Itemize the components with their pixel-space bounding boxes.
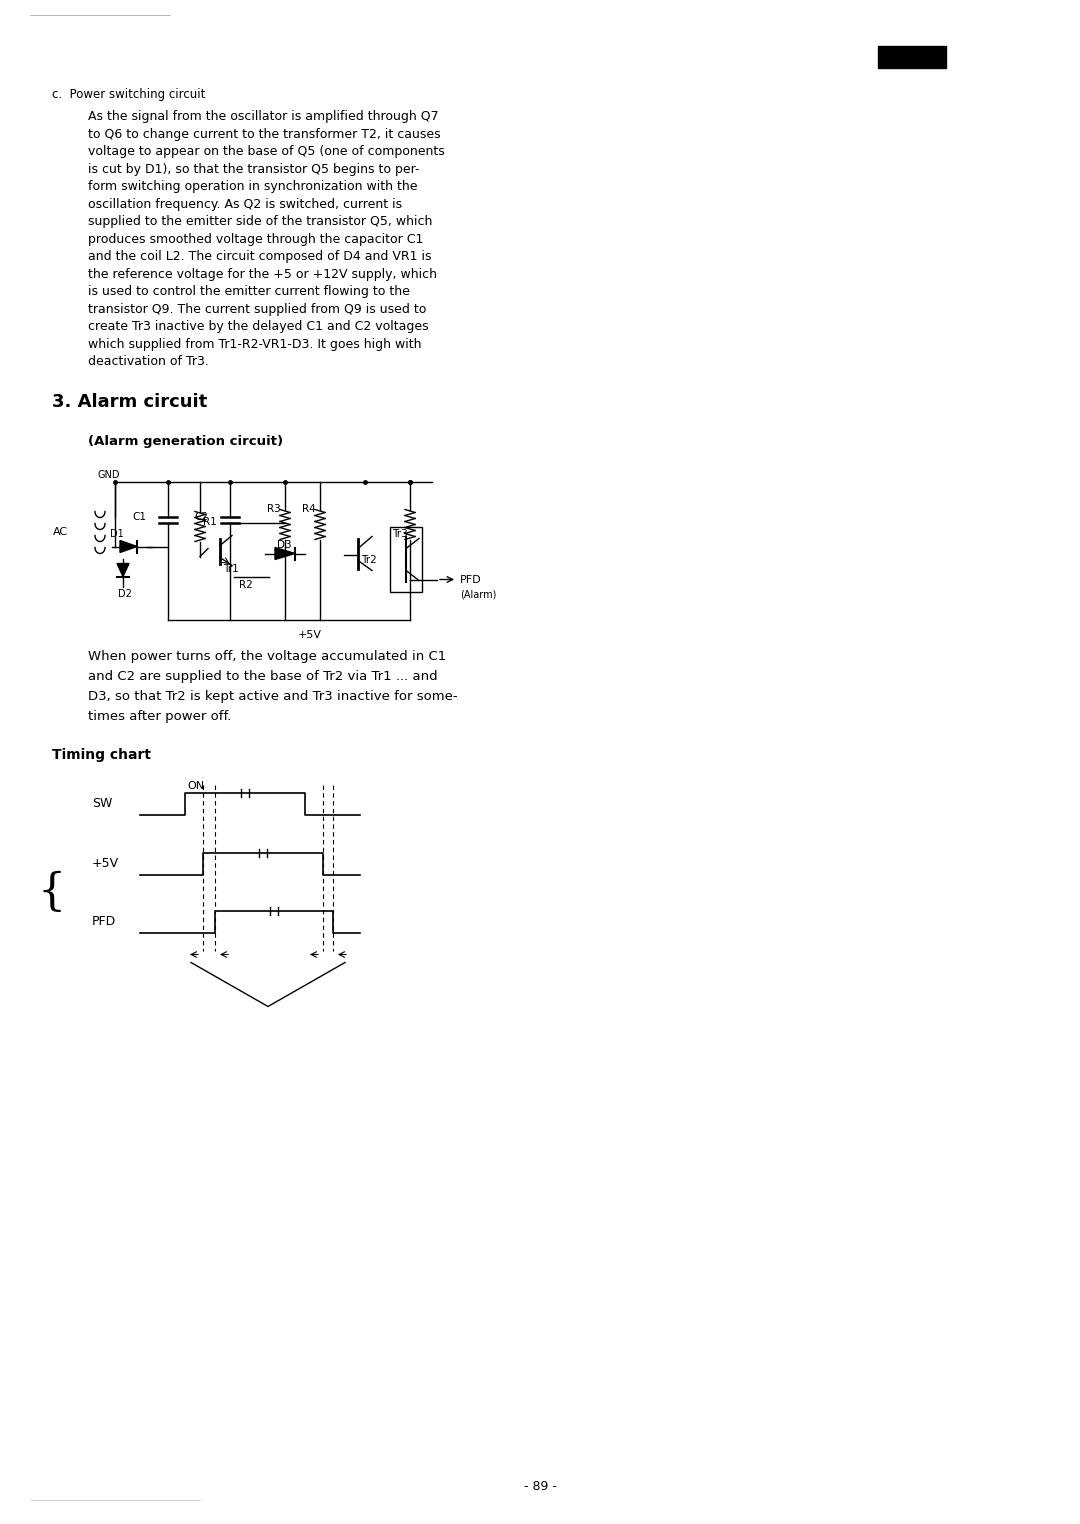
Text: create Tr3 inactive by the delayed C1 and C2 voltages: create Tr3 inactive by the delayed C1 an…: [87, 320, 429, 334]
Text: Tr3: Tr3: [392, 529, 408, 538]
Text: Timing chart: Timing chart: [52, 747, 151, 762]
Text: R4: R4: [302, 503, 315, 514]
Text: +5V: +5V: [92, 856, 119, 870]
Text: transistor Q9. The current supplied from Q9 is used to: transistor Q9. The current supplied from…: [87, 302, 427, 315]
Text: D3: D3: [276, 539, 292, 550]
Text: MZ 3500: MZ 3500: [882, 72, 935, 82]
Text: +5V: +5V: [298, 629, 322, 640]
Text: deactivation of Tr3.: deactivation of Tr3.: [87, 355, 208, 367]
Text: voltage to appear on the base of Q5 (one of components: voltage to appear on the base of Q5 (one…: [87, 145, 445, 158]
Text: (Alarm): (Alarm): [460, 590, 497, 599]
Text: R2: R2: [239, 579, 253, 590]
Polygon shape: [275, 547, 295, 559]
Text: GND: GND: [97, 469, 120, 480]
Text: PFD: PFD: [460, 575, 482, 585]
Text: c.  Power switching circuit: c. Power switching circuit: [52, 88, 205, 101]
Text: AC: AC: [53, 526, 68, 536]
Text: {: {: [38, 870, 66, 913]
Polygon shape: [117, 564, 129, 576]
Text: and C2 are supplied to the base of Tr2 via Tr1 ... and: and C2 are supplied to the base of Tr2 v…: [87, 669, 437, 683]
Text: C1: C1: [132, 512, 146, 521]
Text: and the coil L2. The circuit composed of D4 and VR1 is: and the coil L2. The circuit composed of…: [87, 250, 432, 264]
Text: times after power off.: times after power off.: [87, 710, 231, 722]
Text: (Alarm generation circuit): (Alarm generation circuit): [87, 434, 283, 448]
Text: Tr2: Tr2: [361, 555, 377, 564]
Text: produces smoothed voltage through the capacitor C1: produces smoothed voltage through the ca…: [87, 233, 423, 245]
Text: Tr1: Tr1: [222, 564, 239, 573]
Polygon shape: [120, 541, 137, 553]
Text: is used to control the emitter current flowing to the: is used to control the emitter current f…: [87, 285, 410, 299]
Text: oscillation frequency. As Q2 is switched, current is: oscillation frequency. As Q2 is switched…: [87, 198, 402, 210]
Text: to Q6 to change current to the transformer T2, it causes: to Q6 to change current to the transform…: [87, 128, 441, 140]
Bar: [390, 526, 422, 591]
Text: PFD: PFD: [92, 914, 117, 928]
Text: the reference voltage for the +5 or +12V supply, which: the reference voltage for the +5 or +12V…: [87, 268, 437, 280]
Text: which supplied from Tr1-R2-VR1-D3. It goes high with: which supplied from Tr1-R2-VR1-D3. It go…: [87, 337, 421, 351]
Text: - 89 -: - 89 -: [524, 1480, 556, 1494]
Text: ON: ON: [187, 780, 204, 791]
Text: As the signal from the oscillator is amplified through Q7: As the signal from the oscillator is amp…: [87, 110, 438, 123]
Text: C2: C2: [194, 512, 208, 521]
Text: form switching operation in synchronization with the: form switching operation in synchronizat…: [87, 180, 418, 194]
Text: D2: D2: [118, 588, 132, 599]
FancyBboxPatch shape: [878, 46, 946, 69]
Text: SW: SW: [92, 797, 112, 809]
Text: R3: R3: [267, 503, 281, 514]
Text: 3. Alarm circuit: 3. Alarm circuit: [52, 393, 207, 410]
Text: D3, so that Tr2 is kept active and Tr3 inactive for some-: D3, so that Tr2 is kept active and Tr3 i…: [87, 689, 458, 703]
Text: supplied to the emitter side of the transistor Q5, which: supplied to the emitter side of the tran…: [87, 215, 432, 229]
Text: R1: R1: [203, 517, 217, 526]
Text: is cut by D1), so that the transistor Q5 begins to per-: is cut by D1), so that the transistor Q5…: [87, 163, 419, 175]
Text: When power turns off, the voltage accumulated in C1: When power turns off, the voltage accumu…: [87, 649, 446, 663]
Text: D1: D1: [110, 529, 124, 538]
